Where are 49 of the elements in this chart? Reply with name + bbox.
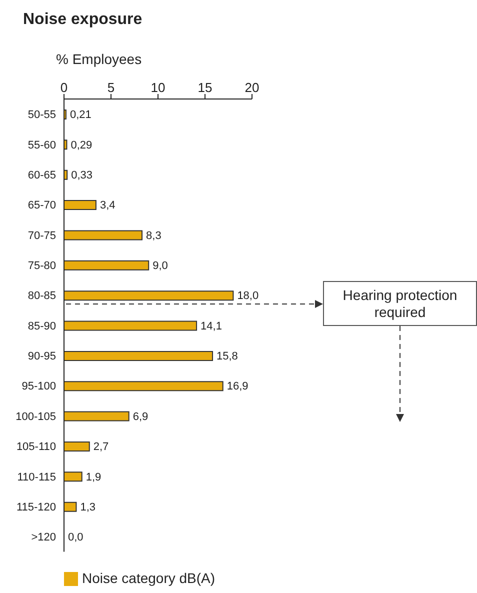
data-label: 16,9 [226,380,248,393]
bar [64,472,82,482]
y-tick-label: 100-105 [16,410,56,423]
legend-label: Noise category dB(A) [82,570,216,586]
data-label: 0,21 [70,109,92,122]
x-axis-title: % Employees [56,51,142,67]
y-tick-label: 80-85 [28,290,56,302]
bar [64,411,130,422]
data-label: 3,4 [100,200,116,212]
y-tick-label: 70-75 [28,230,56,242]
x-tick-label: 20 [244,80,260,95]
y-tick-label: 85-90 [28,320,56,332]
bar [64,260,150,270]
data-label: 8,3 [146,230,162,242]
data-label: 18,0 [237,290,259,302]
data-label: 0,33 [71,169,93,182]
y-tick-label: 75-80 [28,260,56,272]
bar [64,381,224,392]
data-label: 1,3 [80,501,96,514]
y-tick-label: 50-55 [28,109,56,122]
bar [64,320,198,331]
bar [64,230,143,240]
y-tick-label: 55-60 [28,139,56,152]
data-label: 14,1 [200,320,222,332]
data-label: 6,9 [132,410,148,423]
bar [64,441,90,452]
data-label: 9,0 [152,260,168,272]
bar [64,502,77,512]
data-label: 0,29 [70,139,92,152]
y-tick-label: 90-95 [28,350,56,363]
y-tick-label: 60-65 [28,169,56,182]
x-tick-label: 0 [60,80,68,95]
x-tick-label: 10 [150,80,166,95]
data-label: 0,0 [68,532,84,544]
y-tick-label: 95-100 [22,380,56,393]
y-tick-label: 65-70 [28,200,56,212]
data-label: 2,7 [93,441,109,454]
data-label: 15,8 [216,350,238,363]
chart-title: Noise exposure [23,11,142,29]
y-tick-label: 115-120 [16,501,56,514]
y-tick-label: 105-110 [16,441,56,454]
x-tick-label: 15 [198,80,212,95]
y-tick-label: 110-115 [17,471,56,484]
bar [64,350,214,361]
bar [64,200,96,210]
data-label: 1,9 [86,471,102,484]
y-tick-label: >120 [31,532,56,544]
text: Hearing protection required [323,281,477,326]
x-tick-label: 5 [107,80,115,95]
